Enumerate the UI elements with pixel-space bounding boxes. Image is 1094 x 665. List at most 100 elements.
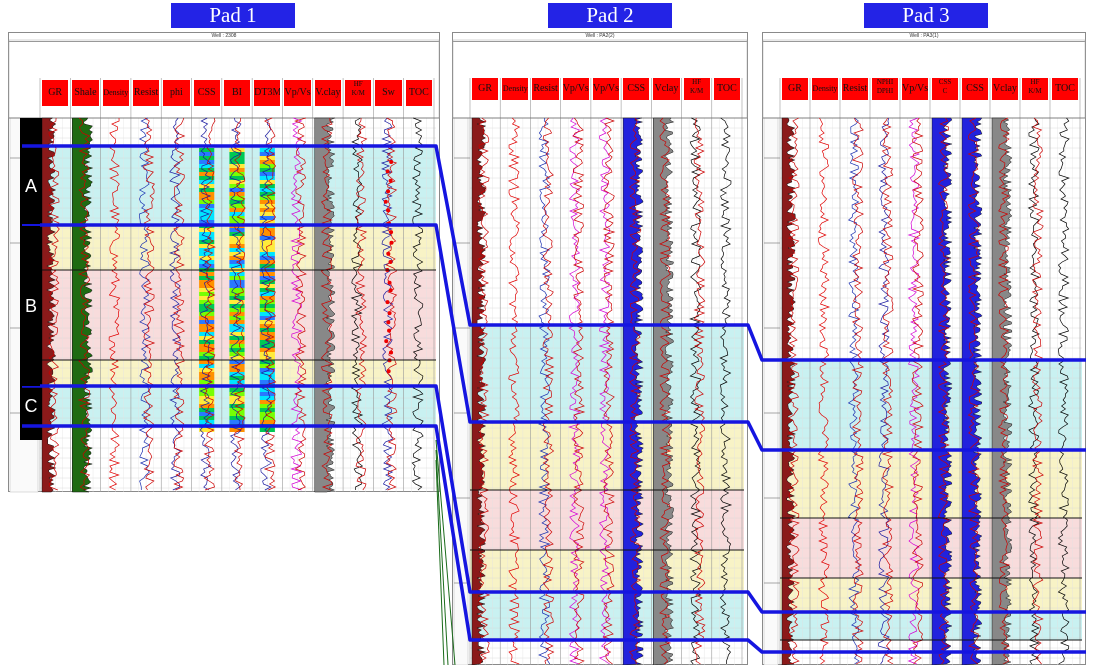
image-log-cell (199, 256, 215, 260)
image-log-cell (259, 308, 275, 312)
pad1-title: Pad 1 (171, 3, 295, 28)
image-log-cell (229, 148, 245, 152)
log-curve-gr (787, 117, 800, 665)
image-log-cell (259, 292, 275, 296)
zone-band-pad2 (470, 592, 744, 640)
image-log-cell (259, 380, 275, 384)
track-header-pad1: HF K/M (345, 80, 372, 106)
log-curve-toc (411, 117, 424, 491)
image-log-cell (199, 312, 215, 316)
image-log-cell (229, 212, 245, 216)
image-log-cell (259, 428, 275, 432)
image-log-cell (259, 372, 275, 376)
image-log-cell (259, 416, 275, 420)
log-curve-resist (142, 117, 156, 491)
log-curve-bi (229, 117, 242, 491)
image-log-cell (199, 332, 215, 336)
log-curve-resist (851, 117, 865, 665)
image-log-cell (229, 152, 245, 156)
image-log-cell (259, 200, 275, 204)
sw-dot (389, 230, 394, 235)
sw-dot (383, 199, 388, 204)
sw-dot (385, 300, 390, 305)
sw-dot (386, 369, 391, 374)
image-log-cell (199, 304, 215, 308)
log-curve-shale (77, 117, 91, 491)
image-log-cell (199, 380, 215, 384)
image-log-cell (199, 340, 215, 344)
image-log-cell (199, 180, 215, 184)
zone-band-pad3 (780, 450, 1082, 518)
log-curve-dt3m (259, 117, 273, 491)
track-header-pad3: Density (812, 78, 838, 100)
image-log-cell (259, 164, 275, 168)
track-header-pad1: GR (42, 80, 69, 106)
zone-band-pad3 (780, 612, 1082, 640)
image-log-cell (199, 152, 215, 156)
sw-dot (386, 320, 391, 325)
image-log-cell (199, 148, 215, 152)
image-log-cell (229, 388, 245, 392)
image-log-cell (259, 260, 275, 264)
sw-dot (385, 208, 390, 213)
image-log-cell (229, 180, 245, 184)
image-log-cell (259, 176, 275, 180)
image-log-cell (259, 400, 275, 404)
image-log-cell (199, 356, 215, 360)
image-log-cell (199, 244, 215, 248)
log-curve-css (967, 117, 981, 665)
fan-line (435, 449, 449, 665)
log-curve-resist (537, 117, 551, 665)
track-header-pad3: TOC (1052, 78, 1078, 100)
image-log-cell (229, 208, 245, 212)
image-log-cell (259, 316, 275, 320)
track-header-pad3: NPHI DPHI (872, 78, 898, 100)
correlation-line (22, 424, 1086, 654)
image-log-cell (229, 428, 245, 432)
track-header-pad3: Vp/Vs (902, 78, 928, 100)
track-header-pad1: Sw (375, 80, 402, 106)
image-log-cell (259, 344, 275, 348)
image-log-cell (199, 400, 215, 404)
log-curve-hf (1031, 117, 1045, 665)
pad3-well-header: Well : PA3(1) (763, 33, 1085, 42)
image-log-cell (199, 168, 215, 172)
image-log-cell (259, 244, 275, 248)
sw-dot (389, 350, 394, 355)
image-log-cell (259, 188, 275, 192)
image-log-cell (259, 376, 275, 380)
image-log-cell (229, 288, 245, 292)
image-log-cell (229, 392, 245, 396)
image-log-cell (199, 428, 215, 432)
log-curve-v.clay (320, 117, 333, 491)
image-log-cell (259, 392, 275, 396)
log-curve-dt3m (263, 117, 277, 491)
image-log-cell (199, 288, 215, 292)
track-header-pad2: Vp/Vs (562, 78, 589, 100)
image-log-cell (229, 280, 245, 284)
image-log-cell (199, 404, 215, 408)
image-log-cell (199, 228, 215, 232)
image-log-cell (259, 280, 275, 284)
track-header-pad2: TOC (713, 78, 740, 100)
image-log-cell (259, 320, 275, 324)
log-curve-vp/vs (911, 117, 925, 665)
track-header-pad2: HF K/M (683, 78, 710, 100)
image-log-cell (259, 300, 275, 304)
image-log-cell (259, 368, 275, 372)
sw-dot (388, 259, 393, 264)
image-log-cell (229, 204, 245, 208)
track-header-pad1: CSS (193, 80, 220, 106)
log-curve-sw (385, 117, 398, 491)
image-log-cell (259, 360, 275, 364)
correlation-line (22, 384, 1086, 614)
image-log-cell (229, 396, 245, 400)
log-curve-density (108, 117, 121, 491)
image-log-cell (259, 364, 275, 368)
image-log-cell (259, 272, 275, 276)
track-header-pad2: Vclay (653, 78, 680, 100)
track-header-pad3: GR (782, 78, 808, 100)
image-log-cell (199, 344, 215, 348)
log-curve-hf (354, 117, 368, 491)
image-log-cell (199, 372, 215, 376)
